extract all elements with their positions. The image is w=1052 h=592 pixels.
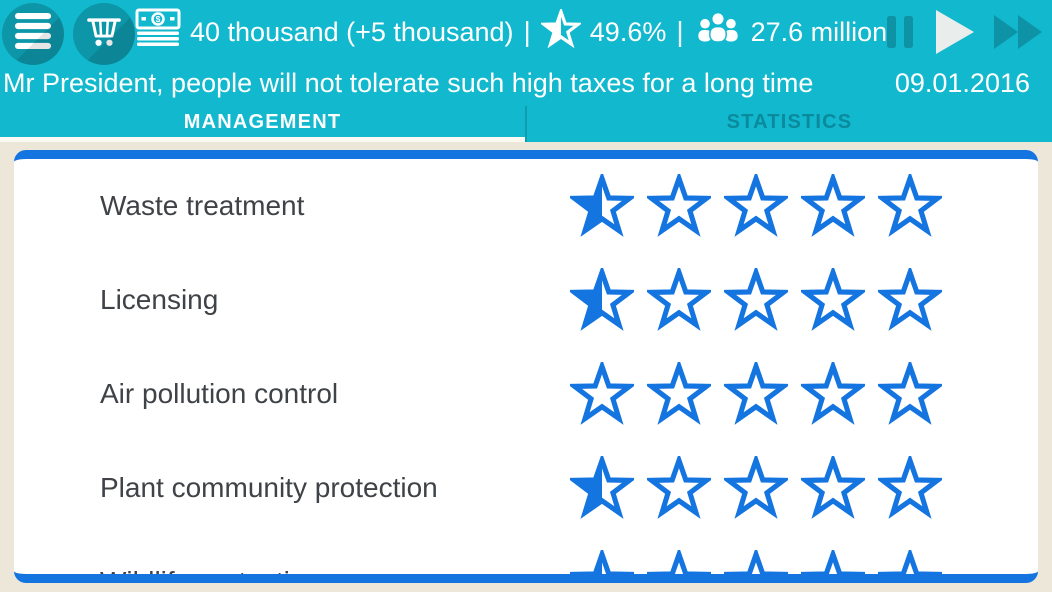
star-empty-icon[interactable]: [878, 174, 942, 238]
menu-button[interactable]: [2, 2, 64, 65]
stat-divider: |: [523, 16, 531, 47]
top-bar: $ 40 thousand (+5 thousand) | 49.6% |: [0, 0, 1052, 65]
star-empty-icon[interactable]: [724, 550, 788, 583]
management-list[interactable]: Waste treatment Licensing Air pollution …: [14, 159, 1038, 583]
star-empty-icon[interactable]: [801, 362, 865, 426]
star-empty-icon[interactable]: [801, 174, 865, 238]
tab-statistics-label: STATISTICS: [726, 110, 853, 133]
play-icon[interactable]: [934, 10, 975, 54]
game-date: 09.01.2016: [894, 67, 1030, 98]
tab-divider: [525, 106, 527, 142]
content-area: Waste treatment Licensing Air pollution …: [0, 142, 1052, 592]
menu-icon: [14, 11, 52, 56]
tab-management-label: MANAGEMENT: [183, 110, 342, 133]
tab-statistics[interactable]: STATISTICS: [527, 102, 1052, 142]
star-empty-icon[interactable]: [878, 362, 942, 426]
star-empty-icon[interactable]: [724, 456, 788, 520]
policy-row: Plant community protection: [14, 441, 1038, 535]
star-empty-icon[interactable]: [647, 550, 711, 583]
cart-button[interactable]: [73, 2, 135, 65]
row-label: Licensing: [100, 284, 219, 315]
approval-value: 49.6%: [589, 16, 667, 47]
pause-icon[interactable]: [887, 16, 914, 48]
money-value: 40 thousand (+5 thousand): [190, 16, 514, 47]
population-value: 27.6 million: [750, 16, 888, 47]
star-empty-icon[interactable]: [724, 362, 788, 426]
star-half-icon[interactable]: [570, 456, 634, 520]
star-empty-icon[interactable]: [801, 456, 865, 520]
fast-forward-icon[interactable]: [994, 15, 1043, 49]
star-rating[interactable]: [570, 456, 942, 520]
policy-row: Waste treatment: [14, 159, 1038, 253]
star-rating[interactable]: [570, 174, 942, 238]
management-panel: Waste treatment Licensing Air pollution …: [14, 150, 1038, 583]
policy-row: Wildlife protection: [14, 535, 1038, 583]
advisor-message: Mr President, people will not tolerate s…: [3, 67, 814, 98]
header: $ 40 thousand (+5 thousand) | 49.6% |: [0, 0, 1052, 142]
row-label: Plant community protection: [100, 472, 438, 503]
star-empty-icon[interactable]: [647, 362, 711, 426]
cart-icon: [83, 10, 125, 57]
star-empty-icon[interactable]: [878, 268, 942, 332]
approval-star-half-icon: [539, 6, 583, 56]
stats-group: $ 40 thousand (+5 thousand) | 49.6% |: [135, 6, 888, 57]
star-half-icon[interactable]: [570, 174, 634, 238]
star-empty-icon[interactable]: [570, 362, 634, 426]
row-label: Air pollution control: [100, 378, 339, 409]
advisor-message-bar: Mr President, people will not tolerate s…: [0, 64, 1052, 102]
star-empty-icon[interactable]: [647, 174, 711, 238]
star-rating[interactable]: [570, 362, 942, 426]
row-label: Wildlife protection: [100, 566, 321, 583]
population-icon: [694, 11, 742, 54]
star-half-icon[interactable]: [570, 268, 634, 332]
svg-text:$: $: [156, 14, 161, 24]
star-empty-icon[interactable]: [647, 456, 711, 520]
star-empty-icon[interactable]: [724, 268, 788, 332]
tab-bar: MANAGEMENT STATISTICS: [0, 102, 1052, 142]
star-empty-icon[interactable]: [878, 456, 942, 520]
star-empty-icon[interactable]: [801, 268, 865, 332]
star-rating[interactable]: [570, 550, 942, 583]
star-empty-icon[interactable]: [878, 550, 942, 583]
row-label: Waste treatment: [100, 190, 305, 221]
star-empty-icon[interactable]: [801, 550, 865, 583]
policy-row: Air pollution control: [14, 347, 1038, 441]
tab-management[interactable]: MANAGEMENT: [0, 102, 525, 142]
speed-controls: [887, 10, 1048, 54]
money-icon: $: [135, 8, 181, 57]
star-empty-icon[interactable]: [724, 174, 788, 238]
star-half-icon[interactable]: [570, 550, 634, 583]
star-rating[interactable]: [570, 268, 942, 332]
policy-row: Licensing: [14, 253, 1038, 347]
stat-divider: |: [676, 16, 684, 47]
star-empty-icon[interactable]: [647, 268, 711, 332]
